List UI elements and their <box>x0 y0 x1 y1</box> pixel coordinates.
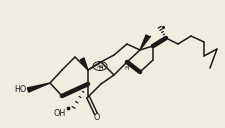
Text: Ḧ: Ḧ <box>98 66 103 71</box>
Text: Aα: Aα <box>96 64 103 69</box>
Text: Ḧ: Ḧ <box>124 67 129 72</box>
Text: OH: OH <box>54 109 66 119</box>
Polygon shape <box>80 58 88 70</box>
Polygon shape <box>139 35 149 50</box>
Polygon shape <box>27 83 50 92</box>
Text: O: O <box>93 114 100 122</box>
Text: HO: HO <box>14 84 26 93</box>
